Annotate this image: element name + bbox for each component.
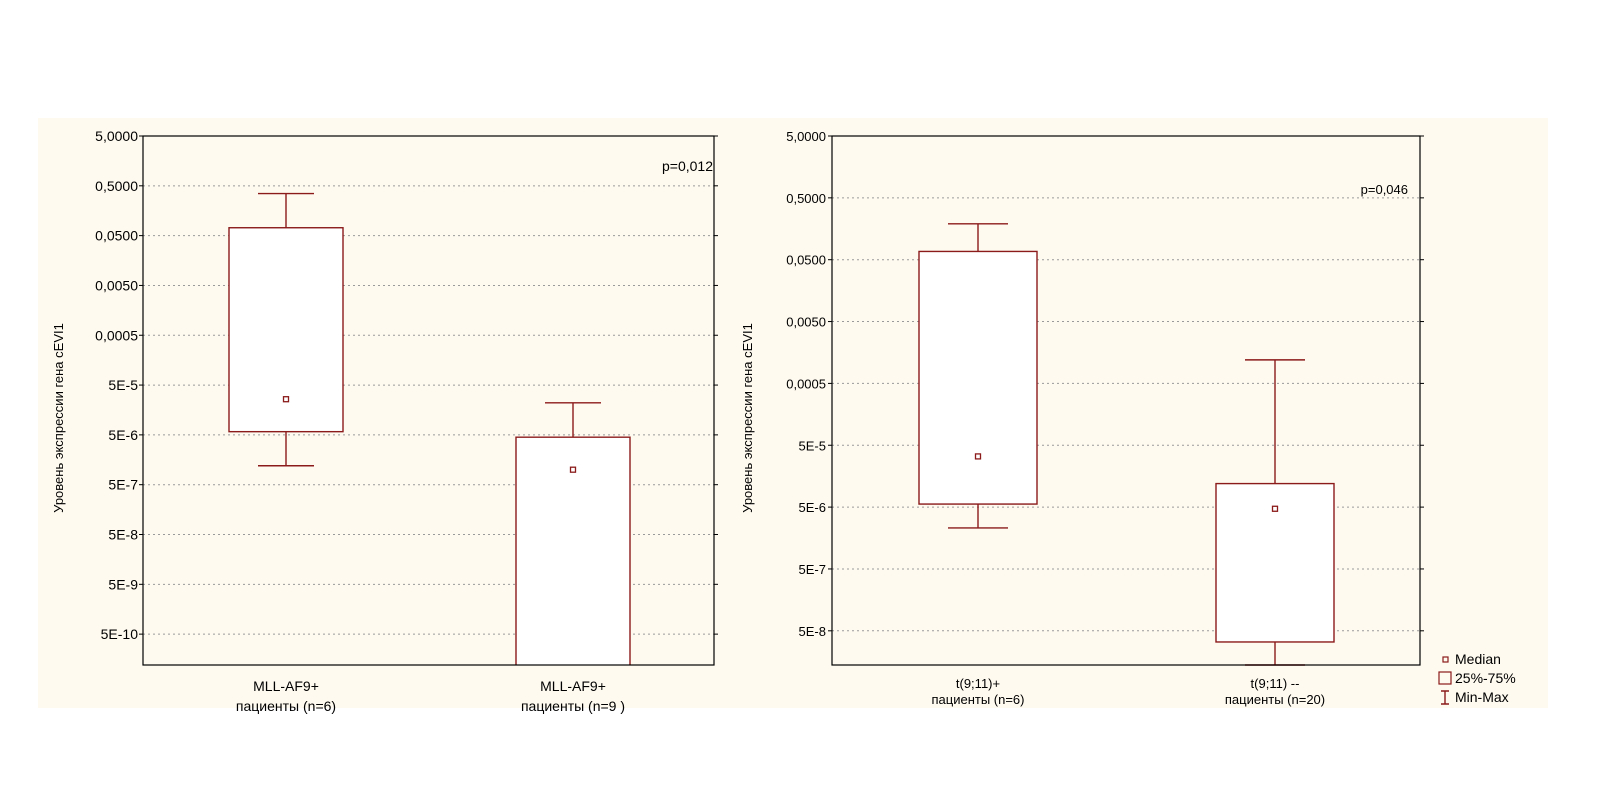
- legend-label-minmax: Min-Max: [1455, 689, 1509, 705]
- c2-box-group-2: [1215, 359, 1335, 666]
- chart1-x-label-2-line1: MLL-AF9+: [540, 678, 606, 694]
- c1-box-group-1: [228, 192, 344, 467]
- chart1-plot-frame: [142, 135, 715, 666]
- chart1-x-label-1-line1: MLL-AF9+: [253, 678, 319, 694]
- chart2-x-label-1-line2: пациенты (n=6): [931, 692, 1024, 707]
- c1-y-tick-label: 0,5000: [95, 178, 138, 194]
- legend-label-box: 25%-75%: [1455, 670, 1516, 686]
- chart1-x-label-2-line2: пациенты (n=9 ): [521, 698, 625, 714]
- c1-y-tick-label: 5E-10: [101, 626, 139, 642]
- iqr-box: [1215, 482, 1335, 643]
- c2-y-tick-label: 5E-6: [799, 500, 826, 515]
- c2-y-tick-label: 0,5000: [786, 191, 826, 206]
- legend: Median 25%-75% Min-Max: [1438, 651, 1516, 705]
- median-square-icon: [1442, 656, 1449, 663]
- whisker-icon: [1441, 690, 1449, 705]
- c1-box-group-2: [515, 402, 631, 665]
- c2-y-tick-label: 5E-8: [799, 624, 826, 639]
- chart1-boxes: [228, 192, 631, 665]
- iqr-box: [515, 436, 631, 665]
- c2-y-tick-label: 0,0500: [786, 253, 826, 268]
- c1-y-tick-label: 5E-8: [108, 527, 138, 543]
- c1-y-tick-label: 5E-5: [108, 377, 138, 393]
- box-icon: [1438, 671, 1452, 685]
- median-marker: [1271, 505, 1279, 512]
- c1-y-tick-label: 5E-7: [108, 477, 138, 493]
- c2-y-tick-label: 0,0050: [786, 315, 826, 330]
- median-marker: [569, 466, 577, 473]
- chart2-x-label-2-line1: t(9;11) --: [1251, 676, 1300, 691]
- c2-y-tick-label: 5E-5: [799, 438, 826, 453]
- chart2-x-label-1-line1: t(9;11)+: [956, 676, 1000, 691]
- chart2-boxes: [918, 223, 1335, 666]
- chart2-x-label-2-line2: пациенты (n=20): [1225, 692, 1325, 707]
- iqr-box: [918, 250, 1038, 505]
- iqr-box: [228, 227, 344, 433]
- chart1-x-label-1-line2: пациенты (n=6): [236, 698, 336, 714]
- c1-y-tick-label: 5E-9: [108, 576, 138, 592]
- median-marker: [974, 453, 982, 460]
- c1-y-tick-label: 5,0000: [95, 128, 138, 144]
- chart1-p-value: p=0,012: [662, 158, 713, 174]
- chart1-y-axis-label: Уровень экспрессии гена сEVI1: [51, 323, 66, 513]
- c2-y-tick-label: 5E-7: [799, 562, 826, 577]
- c2-y-tick-label: 5,0000: [786, 129, 826, 144]
- c1-y-tick-label: 0,0050: [95, 277, 138, 293]
- c2-box-group-1: [918, 223, 1038, 529]
- median-marker: [282, 396, 290, 403]
- chart2-y-tick-labels: 5,0000 0,5000 0,0500 0,0050 0,0005 5E-5 5E-6 5E…: [786, 129, 1424, 639]
- c2-y-tick-label: 0,0005: [786, 376, 826, 391]
- chart1-y-tick-labels: 5,0000 0,5000 0,0500 0,0050 0,0005 5E-5 5E-6 5E…: [95, 128, 718, 642]
- boxplot-chart-2: 5,0000 0,5000 0,0500 0,0050 0,0005 5E-5 5E-6 5E…: [740, 129, 1424, 707]
- chart2-p-value: p=0,046: [1361, 182, 1408, 197]
- chart2-y-axis-label: Уровень экспрессии гена сEVI1: [740, 323, 755, 513]
- c1-y-tick-label: 0,0500: [95, 228, 138, 244]
- c1-y-tick-label: 5E-6: [108, 427, 138, 443]
- c1-y-tick-label: 0,0005: [95, 327, 138, 343]
- boxplot-chart-1: 5,0000 0,5000 0,0500 0,0050 0,0005 5E-5 5E-6 5E…: [51, 128, 718, 714]
- chart2-plot-frame: [831, 135, 1421, 666]
- legend-label-median: Median: [1455, 651, 1501, 667]
